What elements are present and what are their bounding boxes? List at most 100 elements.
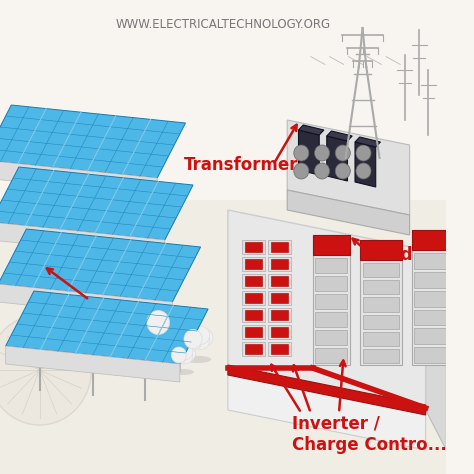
Circle shape bbox=[178, 348, 193, 364]
Circle shape bbox=[184, 325, 201, 343]
Polygon shape bbox=[228, 365, 426, 415]
Text: WWW.ELECTRICALTECHNOLOGY.ORG: WWW.ELECTRICALTECHNOLOGY.ORG bbox=[116, 18, 331, 31]
Circle shape bbox=[192, 326, 210, 345]
Bar bbox=[271, 293, 288, 303]
Circle shape bbox=[196, 328, 213, 347]
Bar bbox=[414, 347, 456, 363]
Polygon shape bbox=[0, 284, 173, 320]
Circle shape bbox=[162, 310, 183, 332]
Circle shape bbox=[335, 163, 350, 179]
Bar bbox=[245, 293, 262, 303]
Bar bbox=[271, 327, 288, 337]
Bar bbox=[242, 342, 264, 356]
Polygon shape bbox=[6, 291, 208, 364]
Polygon shape bbox=[6, 346, 180, 382]
Circle shape bbox=[147, 314, 169, 337]
Bar bbox=[271, 259, 288, 269]
Bar bbox=[245, 344, 262, 354]
Circle shape bbox=[181, 346, 195, 362]
Bar bbox=[411, 230, 458, 365]
Circle shape bbox=[294, 163, 309, 179]
Bar bbox=[268, 325, 291, 339]
Bar bbox=[245, 242, 262, 252]
Circle shape bbox=[315, 163, 329, 179]
Bar bbox=[268, 274, 291, 288]
Circle shape bbox=[165, 344, 180, 359]
Bar bbox=[268, 257, 291, 271]
Bar bbox=[316, 312, 347, 327]
Bar bbox=[271, 344, 288, 354]
Bar bbox=[242, 308, 264, 322]
Circle shape bbox=[165, 348, 180, 364]
Bar bbox=[271, 310, 288, 320]
Polygon shape bbox=[355, 142, 376, 187]
Bar bbox=[271, 242, 288, 252]
Circle shape bbox=[184, 332, 201, 350]
Bar bbox=[316, 258, 347, 273]
Circle shape bbox=[294, 145, 309, 161]
Bar bbox=[360, 240, 402, 365]
Circle shape bbox=[192, 331, 210, 349]
Bar bbox=[363, 349, 399, 363]
Circle shape bbox=[335, 145, 350, 161]
Bar bbox=[271, 276, 288, 286]
Circle shape bbox=[176, 326, 194, 345]
Bar bbox=[363, 297, 399, 311]
Bar bbox=[242, 240, 264, 254]
Polygon shape bbox=[426, 250, 447, 450]
Circle shape bbox=[0, 315, 91, 425]
Polygon shape bbox=[0, 200, 447, 474]
Circle shape bbox=[137, 306, 159, 329]
Circle shape bbox=[173, 328, 191, 347]
Polygon shape bbox=[299, 130, 319, 175]
Bar bbox=[242, 291, 264, 305]
Polygon shape bbox=[355, 137, 381, 147]
Bar bbox=[414, 310, 456, 325]
Ellipse shape bbox=[172, 369, 194, 375]
Bar bbox=[363, 332, 399, 346]
Text: Grid: Grid bbox=[373, 246, 412, 264]
Bar bbox=[268, 240, 291, 254]
Text: Inverter /
Charge Contro...: Inverter / Charge Contro... bbox=[292, 415, 447, 454]
Bar bbox=[363, 280, 399, 294]
Circle shape bbox=[184, 329, 202, 348]
Bar bbox=[316, 294, 347, 309]
Circle shape bbox=[133, 310, 155, 332]
Bar bbox=[316, 276, 347, 291]
Circle shape bbox=[176, 331, 194, 349]
Bar bbox=[414, 328, 456, 344]
Polygon shape bbox=[228, 210, 426, 410]
Bar bbox=[242, 325, 264, 339]
Circle shape bbox=[315, 145, 329, 161]
Bar bbox=[268, 308, 291, 322]
Bar bbox=[245, 310, 262, 320]
Text: Transformer: Transformer bbox=[183, 156, 298, 174]
Bar bbox=[414, 291, 456, 307]
Bar bbox=[268, 291, 291, 305]
Polygon shape bbox=[299, 125, 324, 135]
Bar bbox=[242, 274, 264, 288]
Bar bbox=[414, 272, 456, 288]
Polygon shape bbox=[228, 370, 426, 450]
Circle shape bbox=[172, 347, 186, 363]
Polygon shape bbox=[287, 120, 410, 215]
Bar bbox=[316, 348, 347, 363]
Polygon shape bbox=[327, 136, 347, 181]
Polygon shape bbox=[0, 160, 157, 196]
Circle shape bbox=[137, 313, 159, 336]
Bar bbox=[268, 342, 291, 356]
Circle shape bbox=[147, 310, 170, 335]
Bar bbox=[242, 257, 264, 271]
Circle shape bbox=[157, 306, 179, 329]
Polygon shape bbox=[0, 229, 201, 302]
Circle shape bbox=[147, 305, 169, 328]
Circle shape bbox=[356, 145, 371, 161]
Bar bbox=[313, 235, 350, 255]
Circle shape bbox=[172, 343, 186, 359]
Polygon shape bbox=[0, 167, 193, 240]
Ellipse shape bbox=[147, 344, 181, 353]
Polygon shape bbox=[327, 131, 352, 141]
Bar bbox=[414, 253, 456, 269]
Circle shape bbox=[162, 346, 177, 362]
Polygon shape bbox=[0, 222, 165, 258]
